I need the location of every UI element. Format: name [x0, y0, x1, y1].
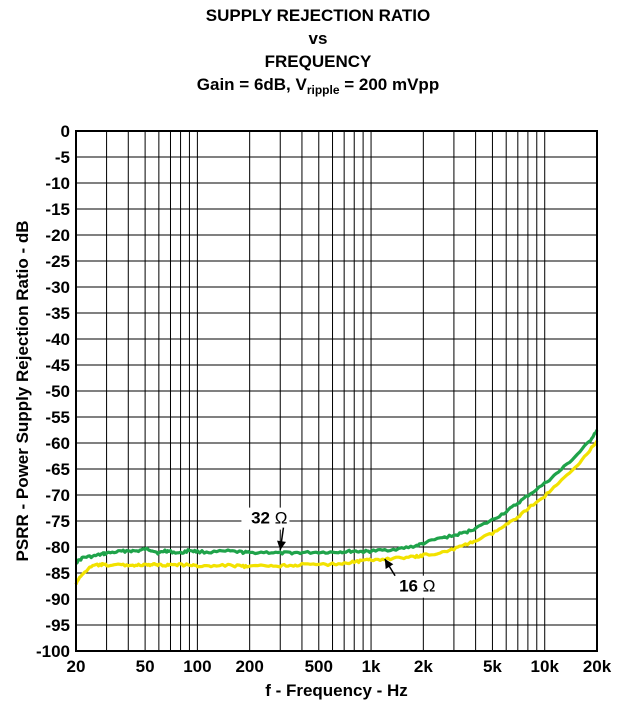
curves: [74, 429, 599, 585]
y-tick-label: -70: [45, 486, 70, 505]
y-tick-label: -15: [45, 200, 70, 219]
series-line: [75, 429, 599, 565]
y-tick-label: -35: [45, 304, 70, 323]
x-tick-label: 5k: [483, 657, 502, 676]
x-tick-label: 500: [305, 657, 333, 676]
subtitle-prefix: Gain = 6dB, V: [196, 75, 307, 94]
subtitle-subscript: ripple: [306, 83, 340, 97]
y-tick-label: -55: [45, 408, 70, 427]
y-tick-label: -45: [45, 356, 70, 375]
annotation-arrowhead: [277, 540, 286, 551]
x-axis-ticks: 20 50 100 200 500 1k 2k 5k 10k 20k: [67, 657, 612, 676]
x-tick-label: 50: [136, 657, 155, 676]
annotations: 32 Ω16 Ω: [241, 507, 446, 598]
plot-frame: [75, 130, 598, 652]
y-tick-label: -10: [45, 174, 70, 193]
x-tick-label: 2k: [414, 657, 433, 676]
chart-title-frequency: FREQUENCY: [264, 52, 372, 71]
chart-title-vs: vs: [308, 29, 328, 48]
x-tick-label: 10k: [531, 657, 560, 676]
annotation-bg: [241, 507, 290, 530]
y-tick-label: -95: [45, 616, 70, 635]
y-tick-label: -50: [45, 382, 70, 401]
annotation-unit: Ω: [275, 509, 288, 528]
y-tick-label: -30: [45, 278, 70, 297]
grid: [76, 130, 597, 652]
series-line: [74, 440, 599, 585]
annotation-arrowhead: [384, 558, 394, 569]
x-axis-label: f - Frequency - Hz: [265, 681, 408, 700]
x-tick-label: 1k: [362, 657, 381, 676]
y-tick-label: -80: [45, 538, 70, 557]
annotation-value: 32: [251, 509, 275, 528]
y-tick-label: -85: [45, 564, 70, 583]
y-tick-label: -75: [45, 512, 70, 531]
y-tick-label: -100: [36, 642, 70, 661]
y-tick-label: -65: [45, 460, 70, 479]
annotation-unit: Ω: [423, 577, 436, 596]
chart-title: SUPPLY REJECTION RATIO: [205, 6, 431, 25]
x-tick-label: 200: [235, 657, 263, 676]
annotation-label: 32 Ω: [251, 509, 287, 528]
x-tick-label: 100: [183, 657, 211, 676]
y-axis-ticks: 0 -5 -10 -15 -20 -25 -30 -35 -40 -45 -50 -55 -60 -65 -…: [36, 122, 70, 661]
x-tick-label: 20k: [583, 657, 612, 676]
chart-title-block: SUPPLY REJECTION RATIO vs FREQUENCY Gain…: [0, 4, 636, 102]
annotation-label: 16 Ω: [399, 577, 435, 596]
y-tick-label: -60: [45, 434, 70, 453]
y-tick-label: -5: [55, 148, 70, 167]
annotation-value: 16: [399, 577, 423, 596]
x-tick-label: 20: [67, 657, 86, 676]
subtitle-suffix: = 200 mVpp: [339, 75, 440, 94]
chart-subtitle: Gain = 6dB, Vripple = 200 mVpp: [0, 73, 636, 102]
y-tick-label: -40: [45, 330, 70, 349]
y-tick-label: -90: [45, 590, 70, 609]
y-tick-label: 0: [61, 122, 70, 141]
y-tick-label: -25: [45, 252, 70, 271]
annotation-bg: [397, 575, 446, 598]
y-axis-label: PSRR - Power Supply Rejection Ratio - dB: [13, 221, 32, 562]
y-tick-label: -20: [45, 226, 70, 245]
